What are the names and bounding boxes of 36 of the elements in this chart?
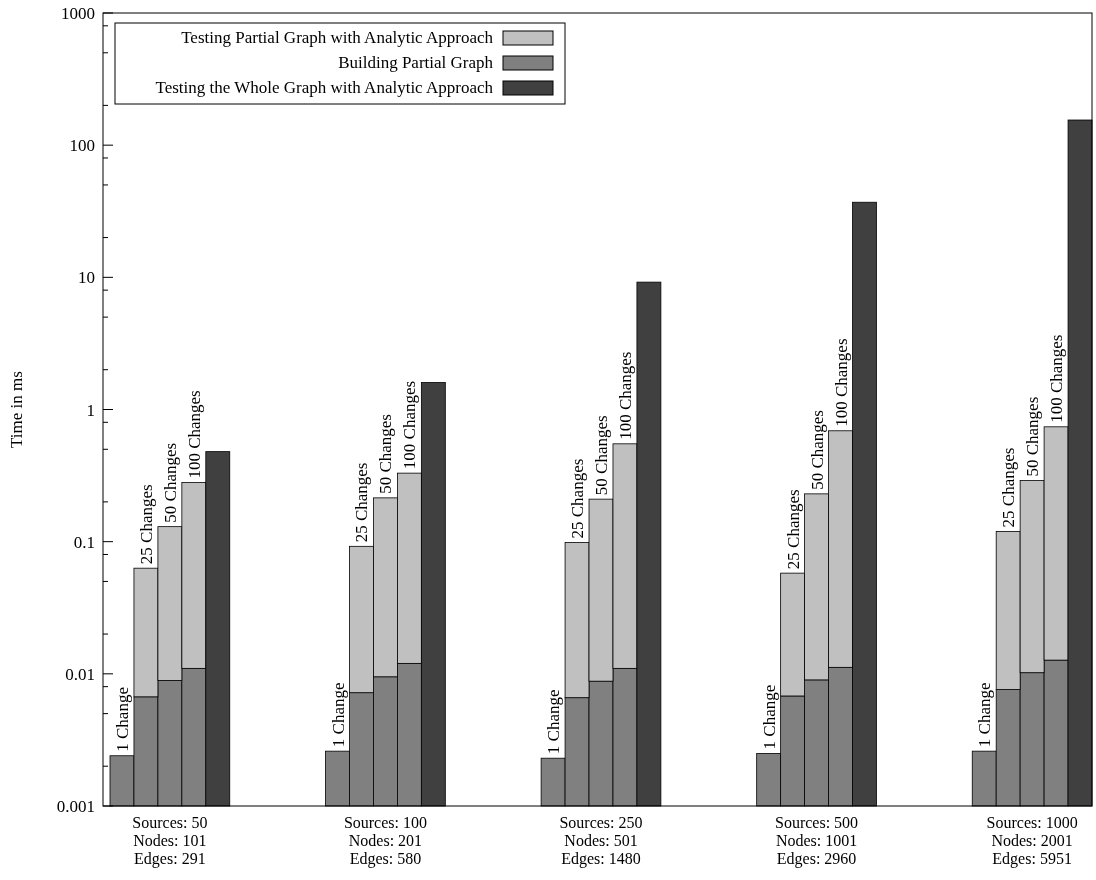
annotation: 50 Changes xyxy=(592,415,611,496)
x-tick-label: Sources: 1000 Nodes: 2001 Edges: 5951 xyxy=(986,814,1078,868)
y-axis-title: Time in ms xyxy=(7,371,26,448)
annotation: 100 Changes xyxy=(615,351,635,440)
y-tick-label: 100 xyxy=(69,136,95,156)
annotation: 25 Changes xyxy=(783,489,803,570)
annotation: 100 Changes xyxy=(400,380,420,470)
annotation: 1 Change xyxy=(544,689,564,755)
y-tick-label: 0.1 xyxy=(73,532,95,552)
annotation: 1 Change xyxy=(759,684,779,750)
y-tick-label: 0.001 xyxy=(56,797,95,816)
x-tick-label: Sources: 100 Nodes: 201 Edges: 580 xyxy=(343,814,427,868)
y-tick-label: 1000 xyxy=(61,4,95,23)
x-tick-label: Sources: 500 Nodes: 1001 Edges: 2960 xyxy=(775,814,859,868)
annotation: 25 Changes xyxy=(136,484,156,565)
y-tick-label: 1 xyxy=(86,400,95,420)
y-tick-label: 0.01 xyxy=(65,664,95,684)
annotation: 1 Change xyxy=(975,682,995,748)
annotation: 25 Changes xyxy=(999,447,1019,528)
annotation: 100 Changes xyxy=(1047,334,1067,423)
annotation: 25 Changes xyxy=(352,462,372,543)
annotation: 50 Changes xyxy=(160,442,180,523)
annotation: 50 Changes xyxy=(1023,396,1043,477)
annotation: 1 Change xyxy=(328,682,348,748)
annotation: 50 Changes xyxy=(807,410,827,490)
x-tick-label: Sources: 50 Nodes: 101 Edges: 291 xyxy=(132,814,208,868)
annotation: 1 Change xyxy=(112,687,132,752)
x-tick-label: Sources: 250 Nodes: 501 Edges: 1480 xyxy=(559,814,643,868)
annotation: 25 Changes xyxy=(568,458,588,539)
annotation: 50 Changes xyxy=(376,414,396,494)
legend-label: Building Partial Graph xyxy=(338,53,494,72)
legend-label: Testing Partial Graph with Analytic Approach xyxy=(181,28,494,47)
y-tick-label: 10 xyxy=(78,268,95,288)
annotation: 100 Changes xyxy=(831,338,851,427)
annotation: 100 Changes xyxy=(184,390,204,479)
legend-label: Testing the Whole Graph with Analytic Approach xyxy=(155,78,494,97)
